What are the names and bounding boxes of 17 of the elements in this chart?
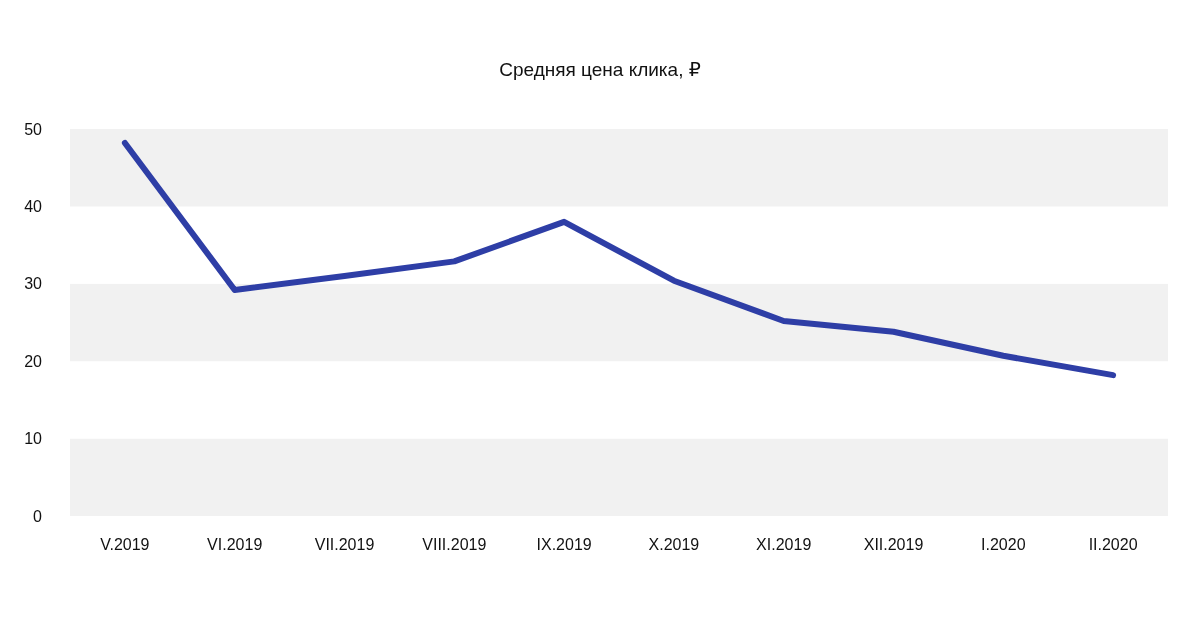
- x-tick-label: IX.2019: [536, 535, 592, 553]
- y-tick-label: 40: [24, 197, 43, 215]
- x-tick-label: VIII.2019: [422, 535, 487, 553]
- x-tick-label: XI.2019: [756, 535, 812, 553]
- x-tick-label: II.2020: [1088, 535, 1138, 553]
- x-tick-label: V.2019: [100, 535, 150, 553]
- y-tick-label: 10: [24, 430, 43, 448]
- x-tick-label: VI.2019: [207, 535, 263, 553]
- y-tick-label: 0: [33, 507, 43, 525]
- x-tick-label: XII.2019: [863, 535, 924, 553]
- y-tick-label: 20: [24, 352, 43, 370]
- x-tick-label: X.2019: [648, 535, 700, 553]
- x-tick-label: VII.2019: [314, 535, 375, 553]
- chart-title: Средняя цена клика, ₽: [499, 59, 701, 80]
- y-tick-label: 30: [24, 275, 43, 293]
- y-tick-label: 50: [24, 120, 43, 138]
- x-tick-label: I.2020: [981, 535, 1026, 553]
